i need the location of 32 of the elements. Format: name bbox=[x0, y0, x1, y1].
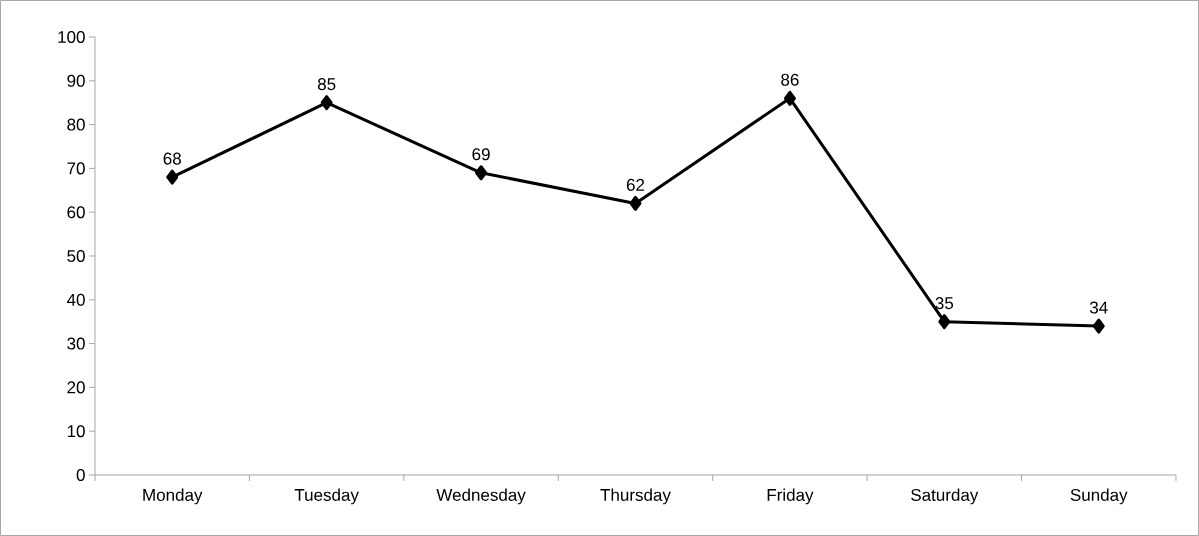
x-tick-label: Tuesday bbox=[294, 488, 359, 505]
x-tick-label: Friday bbox=[767, 488, 814, 505]
x-tick-label: Saturday bbox=[911, 488, 979, 505]
data-label: 35 bbox=[935, 297, 954, 310]
data-label: 69 bbox=[472, 148, 490, 161]
point bbox=[166, 169, 179, 185]
point bbox=[629, 195, 642, 211]
data-label: 86 bbox=[781, 73, 799, 86]
x-tick-label: Sunday bbox=[1070, 488, 1128, 505]
point bbox=[475, 165, 488, 181]
data-label: 62 bbox=[626, 178, 645, 191]
point bbox=[1092, 318, 1105, 334]
y-tick-label: 60 bbox=[67, 206, 85, 219]
point bbox=[320, 95, 333, 111]
y-tick-label: 10 bbox=[67, 425, 85, 438]
y-tick-label: 100 bbox=[58, 30, 85, 44]
y-tick-label: 70 bbox=[67, 162, 85, 175]
y-tick-label: 40 bbox=[66, 293, 85, 306]
data-label: 68 bbox=[163, 152, 181, 165]
x-tick-label: Monday bbox=[143, 488, 203, 505]
x-tick-label: Wednesday bbox=[436, 488, 526, 505]
y-tick-label: 30 bbox=[67, 337, 85, 350]
point bbox=[783, 90, 796, 106]
data-label: 85 bbox=[317, 78, 336, 91]
data-label: 34 bbox=[1089, 301, 1108, 314]
y-tick-label: 20 bbox=[67, 381, 85, 394]
y-tick-label: 90 bbox=[67, 74, 85, 87]
y-tick-label: 80 bbox=[67, 118, 85, 131]
x-tick-label: Thursday bbox=[600, 488, 671, 505]
y-tick-label: 50 bbox=[67, 249, 85, 263]
point bbox=[938, 314, 951, 330]
y-tick-label: 0 bbox=[76, 468, 85, 482]
